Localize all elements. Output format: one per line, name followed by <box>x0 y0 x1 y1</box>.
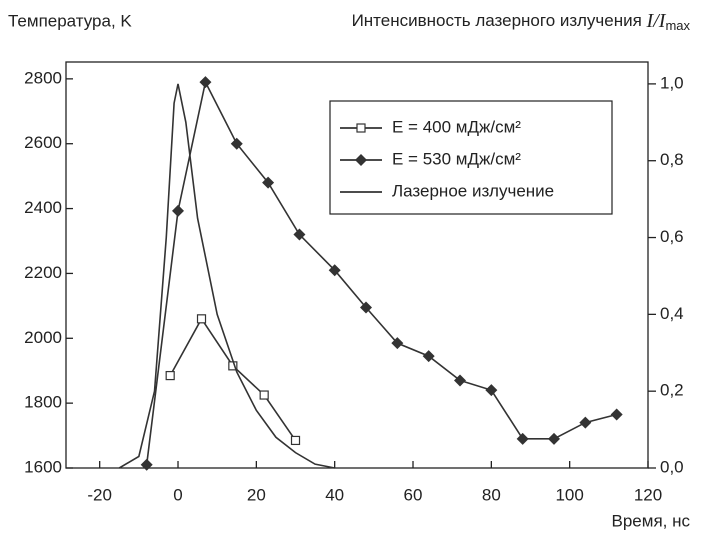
y-tick-label: 2600 <box>24 133 62 152</box>
x-tick-label: 40 <box>325 485 344 504</box>
x-tick-label: 80 <box>482 485 501 504</box>
y-tick-label: 1600 <box>24 457 62 476</box>
diamond-marker <box>610 408 623 421</box>
legend-label: Лазерное излучение <box>392 181 554 200</box>
y-axis-title: Температура, K <box>8 11 132 30</box>
diamond-marker <box>230 137 243 150</box>
diamond-marker <box>391 337 404 350</box>
y2-tick-label: 0,8 <box>660 150 684 169</box>
x-tick-label: 60 <box>404 485 423 504</box>
x-tick-label: 0 <box>173 485 182 504</box>
y-tick-label: 1800 <box>24 393 62 412</box>
diamond-marker <box>422 350 435 363</box>
square-marker <box>356 123 366 133</box>
x-axis-title: Время, нс <box>612 511 691 530</box>
diamond-marker <box>360 301 373 314</box>
square-marker <box>196 314 207 324</box>
series-line <box>118 83 335 469</box>
diamond-marker <box>516 432 529 445</box>
y-tick-label: 2000 <box>24 328 62 347</box>
legend-label: E = 400 мДж/см² <box>392 117 521 136</box>
series-line <box>145 79 617 465</box>
diamond-marker <box>293 228 306 241</box>
y2-tick-label: 0,2 <box>660 381 684 400</box>
diamond-marker <box>548 432 561 445</box>
plot-frame <box>65 61 649 469</box>
y2-title-symbol: I/I <box>646 10 667 32</box>
y2-tick-label: 1,0 <box>660 73 684 92</box>
square-marker <box>165 370 175 381</box>
diamond-marker <box>172 204 185 217</box>
x-tick-label: -20 <box>87 485 112 504</box>
y-tick-label: 2400 <box>24 198 62 217</box>
square-marker <box>290 435 301 446</box>
diamond-marker <box>355 154 367 166</box>
legend-box <box>329 100 613 215</box>
y2-title-text: Интенсивность лазерного излучения <box>352 11 642 30</box>
series-line <box>169 317 297 441</box>
y2-tick-label: 0,4 <box>660 304 684 323</box>
legend-label: E = 530 мДж/см² <box>392 149 521 168</box>
diamond-marker <box>579 416 592 429</box>
x-tick-label: 20 <box>247 485 266 504</box>
y-tick-label: 2200 <box>24 263 62 282</box>
x-tick-label: 120 <box>634 485 662 504</box>
diamond-marker <box>454 374 467 387</box>
x-tick-label: 100 <box>555 485 583 504</box>
y-tick-label: 2800 <box>24 68 62 87</box>
diamond-marker <box>199 76 212 89</box>
y2-title-subscript: max <box>665 18 690 33</box>
square-marker <box>259 390 269 400</box>
y2-tick-label: 0,0 <box>660 457 684 476</box>
diamond-marker <box>262 176 275 189</box>
diamond-marker <box>140 458 153 471</box>
y2-tick-label: 0,6 <box>660 227 684 246</box>
y2-axis-title: Интенсивность лазерного излучения I/Imax <box>352 10 691 34</box>
diamond-marker <box>485 384 498 397</box>
diamond-marker <box>328 264 341 277</box>
